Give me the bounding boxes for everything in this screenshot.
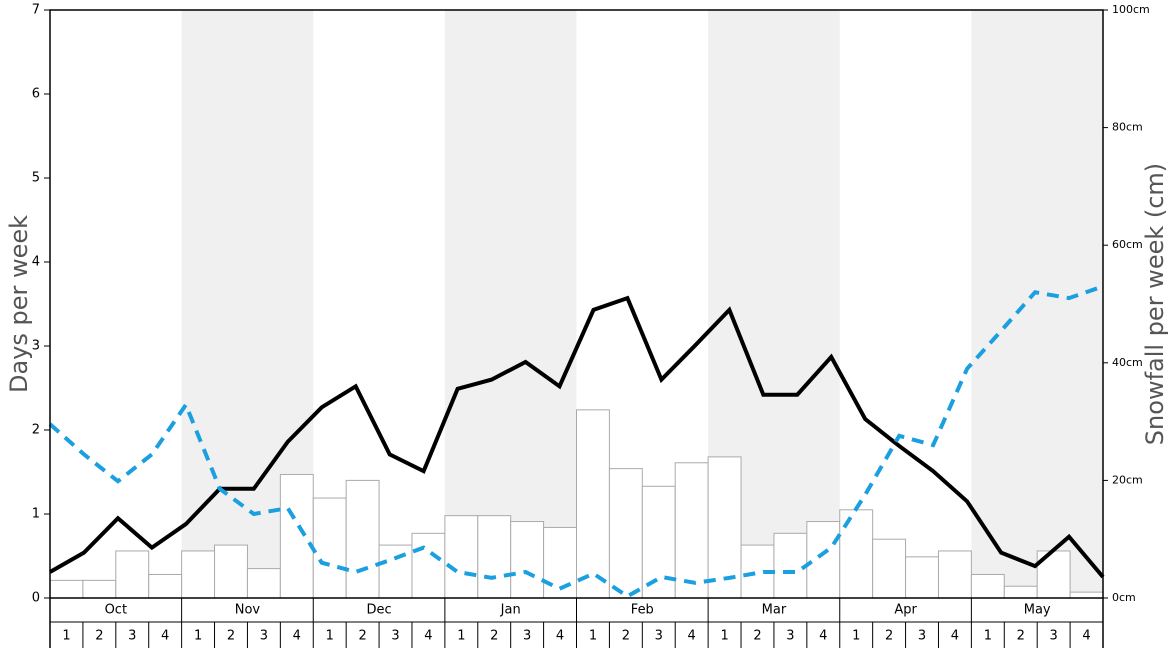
y-axis-title: Days per week bbox=[5, 215, 33, 393]
bar bbox=[148, 573, 183, 599]
week-label: 2 bbox=[95, 629, 103, 644]
week-label: 3 bbox=[391, 629, 399, 644]
line-series bbox=[49, 295, 1105, 579]
bar bbox=[674, 462, 709, 599]
month-label: May bbox=[1024, 603, 1051, 618]
y-tick-label: 6 bbox=[32, 87, 40, 102]
y-tick-label: 7 bbox=[32, 3, 40, 18]
week-label: 3 bbox=[1050, 629, 1058, 644]
line-series bbox=[48, 284, 1104, 599]
week-label: 4 bbox=[688, 629, 696, 644]
bar bbox=[181, 550, 216, 599]
y2-tick-label: 20cm bbox=[1112, 473, 1143, 486]
month-label: Jan bbox=[500, 603, 521, 618]
week-label: 1 bbox=[589, 629, 597, 644]
y2-tick-label: 0cm bbox=[1112, 591, 1136, 604]
week-label: 2 bbox=[885, 629, 893, 644]
bar bbox=[1003, 585, 1038, 599]
bar bbox=[49, 579, 84, 599]
week-label: 4 bbox=[556, 629, 564, 644]
week-label: 1 bbox=[457, 629, 465, 644]
bar bbox=[773, 532, 808, 599]
month-band bbox=[971, 10, 1103, 598]
week-label: 4 bbox=[819, 629, 827, 644]
week-label: 4 bbox=[424, 629, 432, 644]
bar bbox=[312, 497, 347, 599]
bar bbox=[444, 515, 479, 599]
y-tick-label: 2 bbox=[32, 423, 40, 438]
week-label: 3 bbox=[128, 629, 136, 644]
week-label: 1 bbox=[852, 629, 860, 644]
y2-tick-label: 100cm bbox=[1112, 3, 1150, 16]
y-tick-label: 1 bbox=[32, 507, 40, 522]
bar bbox=[214, 544, 248, 599]
bar bbox=[345, 479, 380, 599]
bar bbox=[970, 573, 1005, 599]
bar bbox=[641, 485, 676, 599]
week-label: 3 bbox=[655, 629, 663, 644]
y2-tick-label: 40cm bbox=[1112, 356, 1143, 369]
week-label: 1 bbox=[720, 629, 728, 644]
bar bbox=[510, 521, 545, 599]
week-label: 2 bbox=[753, 629, 761, 644]
bar bbox=[905, 556, 939, 599]
month-label: Oct bbox=[105, 603, 127, 618]
bar bbox=[378, 544, 413, 599]
y2-tick-label: 80cm bbox=[1112, 121, 1143, 134]
bar bbox=[937, 550, 972, 599]
y-tick-label: 0 bbox=[32, 591, 40, 606]
y-tick-label: 4 bbox=[32, 255, 40, 270]
week-label: 3 bbox=[260, 629, 268, 644]
bar bbox=[608, 468, 643, 599]
week-label: 2 bbox=[358, 629, 366, 644]
bar bbox=[246, 568, 281, 599]
month-label: Apr bbox=[894, 603, 917, 618]
bar bbox=[477, 515, 512, 599]
bar bbox=[279, 474, 314, 599]
y-tick-label: 3 bbox=[32, 339, 40, 354]
bar bbox=[576, 409, 610, 599]
y2-axis-title: Snowfall per week (cm) bbox=[1141, 163, 1168, 445]
week-label: 3 bbox=[786, 629, 794, 644]
week-label: 3 bbox=[918, 629, 926, 644]
week-label: 4 bbox=[161, 629, 169, 644]
week-label: 4 bbox=[951, 629, 959, 644]
month-label: Feb bbox=[631, 603, 654, 618]
month-label: Nov bbox=[235, 603, 261, 618]
week-label: 2 bbox=[1017, 629, 1025, 644]
bar bbox=[806, 521, 841, 599]
bar bbox=[411, 532, 446, 599]
month-label: Mar bbox=[762, 603, 787, 618]
week-label: 1 bbox=[326, 629, 334, 644]
bar bbox=[82, 579, 117, 599]
bar bbox=[707, 456, 742, 599]
week-label: 3 bbox=[523, 629, 531, 644]
bar bbox=[543, 526, 577, 599]
month-band bbox=[444, 10, 577, 598]
week-label: 2 bbox=[622, 629, 630, 644]
week-label: 1 bbox=[62, 629, 70, 644]
week-label: 4 bbox=[1082, 629, 1090, 644]
y2-tick-label: 60cm bbox=[1112, 238, 1143, 251]
bar bbox=[1069, 591, 1104, 599]
bar bbox=[872, 538, 907, 599]
week-label: 1 bbox=[984, 629, 992, 644]
week-label: 2 bbox=[490, 629, 498, 644]
y-tick-label: 5 bbox=[32, 171, 40, 186]
week-label: 1 bbox=[194, 629, 202, 644]
month-label: Dec bbox=[366, 603, 391, 618]
bar bbox=[115, 550, 150, 599]
week-label: 4 bbox=[293, 629, 301, 644]
week-label: 2 bbox=[227, 629, 235, 644]
